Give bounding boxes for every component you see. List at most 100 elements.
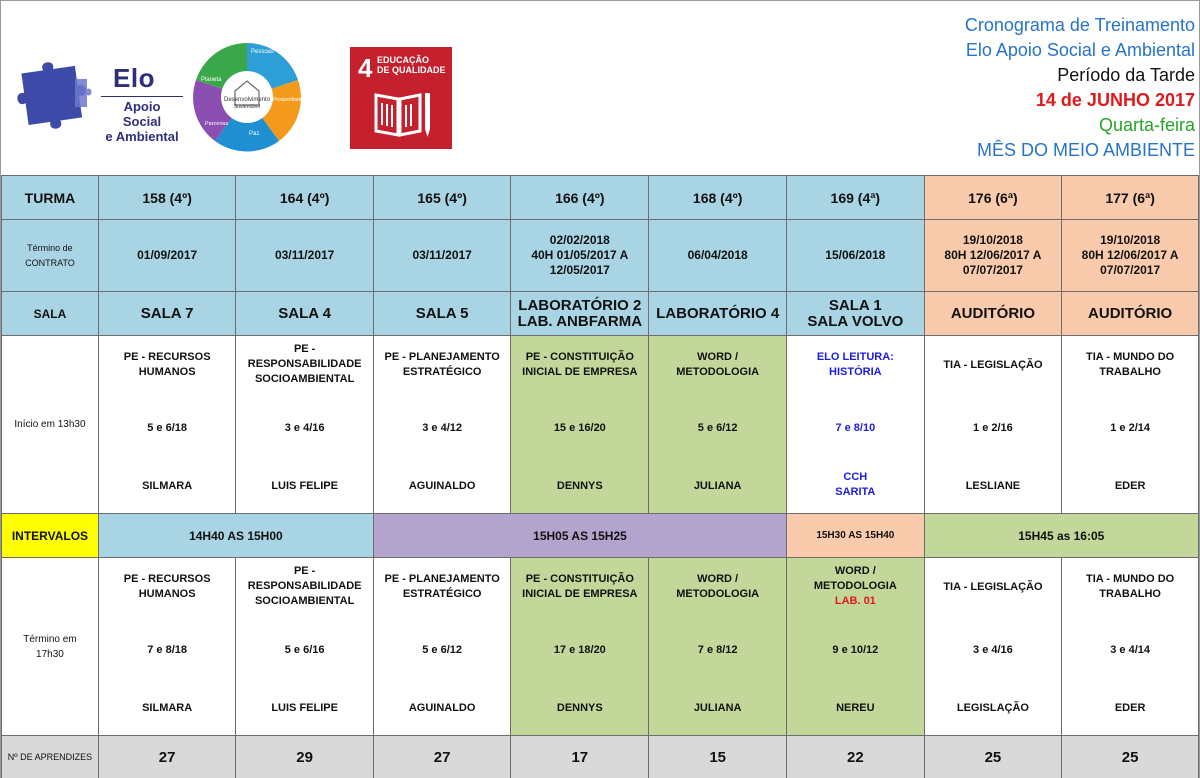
- termino-value: 07/07/2017: [962, 263, 1023, 277]
- lesson-count: 15 e 16/20: [553, 422, 606, 434]
- session2-cell: TIA - LEGISLAÇÃO 3 e 4/16 LEGISLAÇÃO: [923, 557, 1063, 736]
- ods-text: EDUCAÇÃO DE QUALIDADE: [377, 55, 446, 75]
- instructor: SILMARA: [101, 479, 234, 494]
- instructor-line: EDER: [1114, 702, 1146, 714]
- instructor: AGUINALDO: [376, 479, 509, 494]
- title-weekday: Quarta-feira: [1098, 115, 1195, 135]
- lab-note: LAB. 01: [834, 595, 876, 607]
- sala-cell: SALA 4: [235, 291, 374, 336]
- ods4-badge: 4 EDUCAÇÃO DE QUALIDADE: [350, 47, 452, 149]
- subject-line: PE - PLANEJAMENTO: [384, 573, 500, 585]
- session1-cell: PE - CONSTITUIÇÃO INICIAL DE EMPRESA 15 e…: [510, 335, 650, 514]
- subject-line: INICIAL DE EMPRESA: [522, 366, 638, 378]
- subject: TIA - MUNDO DO TRABALHO: [1064, 350, 1196, 380]
- lesson-count: 1 e 2/14: [1110, 422, 1150, 434]
- lesson-count: 5 e 6/18: [147, 422, 188, 434]
- instructor-line: LESLIANE: [965, 480, 1021, 492]
- turma-cell: 168 (4º): [648, 175, 788, 220]
- ods-number: 4: [358, 53, 373, 83]
- session1-row: Início em 13h30 PE - RECURSOS HUMANOS 5 e…: [1, 335, 1199, 514]
- session2-cell: PE - CONSTITUIÇÃO INICIAL DE EMPRESA 17 e…: [510, 557, 650, 736]
- session1-cell: WORD / METODOLOGIA 5 e 6/12 JULIANA: [648, 335, 788, 514]
- instructor: CCH SARITA: [789, 470, 922, 500]
- subject-line: HUMANOS: [138, 588, 196, 600]
- instructor: NEREU: [789, 701, 922, 716]
- session1-cell: PE - RECURSOS HUMANOS 5 e 6/18 SILMARA: [97, 335, 237, 514]
- instructor: AGUINALDO: [376, 701, 509, 716]
- elo-subtitle-line1: Apoio Social: [122, 99, 162, 129]
- instructor-line: LUIS FELIPE: [271, 702, 338, 714]
- subject-line: HISTÓRIA: [829, 366, 882, 378]
- lesson-count: 7 e 8/10: [835, 422, 876, 434]
- subject-line: PE - CONSTITUIÇÃO: [525, 351, 634, 363]
- wheel-segment-parcerias: Parcerias: [205, 121, 228, 127]
- subject-line: METODOLOGIA: [676, 588, 760, 600]
- ods-text-line2: DE QUALIDADE: [377, 65, 446, 75]
- subject: WORD / METODOLOGIA: [651, 350, 784, 380]
- termino-value: 19/10/2018: [962, 233, 1023, 247]
- subject: PE - RECURSOS HUMANOS: [101, 350, 234, 380]
- turma-cell: 166 (4º): [510, 175, 650, 220]
- termino-cell: 03/11/2017: [372, 219, 512, 292]
- session1-cell: TIA - MUNDO DO TRABALHO 1 e 2/14 EDER: [1061, 335, 1199, 514]
- subject-line: RESPONSABILIDADE: [247, 580, 362, 592]
- intervals-row: INTERVALOS 14H40 AS 15H00 15H05 AS 15H25…: [1, 513, 1200, 558]
- wheel-segment-paz: Paz: [249, 131, 259, 137]
- subject: PE - PLANEJAMENTO ESTRATÉGICO: [376, 572, 509, 602]
- termino-value: 19/10/2018: [1100, 233, 1161, 247]
- termino-label-line1: Término de: [27, 242, 73, 253]
- instructor-line: SILMARA: [142, 702, 193, 714]
- sustainable-development-wheel-icon: Desenvolvimento Sustentável Pessoas Pros…: [193, 43, 303, 152]
- title-line3: Período da Tarde: [1057, 65, 1195, 85]
- session2-cell: PE - RECURSOS HUMANOS 7 e 8/18 SILMARA: [97, 557, 237, 736]
- session1-cell: PE - PLANEJAMENTO ESTRATÉGICO 3 e 4/12 AG…: [372, 335, 512, 514]
- subject-line: ELO LEITURA:: [816, 351, 894, 363]
- sala-value: LABORATÓRIO 4: [656, 304, 780, 322]
- interval-cell: 14H40 AS 15H00: [97, 513, 374, 558]
- elo-puzzle-logo: [17, 62, 92, 129]
- lesson-count: 9 e 10/12: [832, 644, 879, 656]
- lesson-count: 7 e 8/12: [697, 644, 738, 656]
- subject-line: TIA - MUNDO DO: [1086, 351, 1175, 363]
- instructor-line: SARITA: [835, 486, 876, 498]
- aprendizes-count: 25: [1061, 735, 1199, 778]
- termino-value: 01/09/2017: [137, 248, 198, 262]
- subject: PE - RECURSOS HUMANOS: [101, 572, 234, 602]
- subject: TIA - LEGISLAÇÃO: [927, 580, 1060, 595]
- lesson-count: 3 e 4/16: [284, 422, 325, 434]
- termino17-line1: Término em: [23, 633, 77, 645]
- subject-line: ESTRATÉGICO: [402, 588, 482, 600]
- subject-line: TRABALHO: [1099, 366, 1161, 378]
- interval-cell: 15H05 AS 15H25: [372, 513, 788, 558]
- lesson-count: 3 e 4/12: [422, 422, 463, 434]
- termino-cell: 19/10/2018 80H 12/06/2017 A 07/07/2017: [1061, 219, 1199, 292]
- turma-cell: 165 (4º): [372, 175, 512, 220]
- subject-line: RESPONSABILIDADE: [247, 358, 362, 370]
- elo-name: Elo: [113, 63, 155, 93]
- sala-value: SALA 4: [278, 304, 332, 322]
- instructor-line: JULIANA: [693, 702, 742, 714]
- elo-divider: [101, 96, 183, 97]
- sala-cell: SALA 5: [372, 291, 512, 336]
- instructor-line: NEREU: [836, 702, 875, 714]
- instructor-line: AGUINALDO: [408, 480, 476, 492]
- sala-value: AUDITÓRIO: [1088, 304, 1173, 322]
- termino-cell: 03/11/2017: [235, 219, 374, 292]
- session2-cell: WORD / METODOLOGIA 7 e 8/12 JULIANA: [648, 557, 788, 736]
- instructor-line: SILMARA: [142, 480, 193, 492]
- turma-cell: 164 (4º): [235, 175, 374, 220]
- instructor-line: JULIANA: [693, 480, 742, 492]
- termino-value: 07/07/2017: [1100, 263, 1161, 277]
- aprendizes-count: 27: [372, 735, 512, 778]
- lesson-count: 3 e 4/16: [973, 644, 1013, 656]
- subject: TIA - LEGISLAÇÃO: [927, 358, 1060, 373]
- instructor: LEGISLAÇÃO: [927, 701, 1060, 716]
- subject-line: PE - CONSTITUIÇÃO: [525, 573, 634, 585]
- subject: TIA - MUNDO DO TRABALHO: [1064, 572, 1196, 602]
- sala-label: SALA: [1, 291, 99, 336]
- session1-cell: PE - RESPONSABILIDADE SOCIOAMBIENTAL 3 e 4…: [235, 335, 374, 514]
- instructor: DENNYS: [513, 479, 646, 494]
- turma-row: TURMA 158 (4º) 164 (4º) 165 (4º) 166 (4º…: [1, 175, 1199, 220]
- lesson-count: 5 e 6/12: [697, 422, 738, 434]
